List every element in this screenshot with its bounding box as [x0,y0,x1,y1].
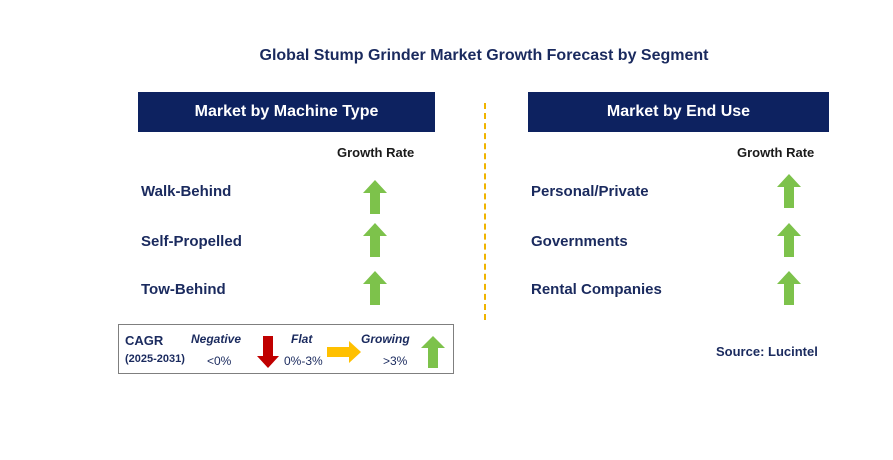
legend-negative-range: <0% [207,354,232,368]
up-arrow-icon [363,180,387,214]
segment-label-governments: Governments [531,233,628,250]
right-growth-rate-label: Growth Rate [737,145,815,160]
end-use-header: Market by End Use [528,92,829,132]
up-arrow-icon [421,336,445,368]
machine-type-header: Market by Machine Type [138,92,435,132]
up-arrow-icon [777,174,801,208]
legend-cagr-label: CAGR [125,333,164,348]
up-arrow-icon [363,271,387,305]
segment-label-personal-private: Personal/Private [531,183,649,200]
chart-title: Global Stump Grinder Market Growth Forec… [259,47,709,64]
right-arrow-icon [327,341,361,363]
down-arrow-icon [257,336,279,368]
segment-label-tow-behind: Tow-Behind [141,281,226,298]
left-growth-rate-label: Growth Rate [337,145,415,160]
source-note: Source: Lucintel [716,344,818,359]
segment-label-self-propelled: Self-Propelled [141,233,242,250]
panel-divider [484,103,486,320]
legend-period: (2025-2031) [125,353,185,365]
cagr-legend: CAGR (2025-2031) Negative <0% Flat 0%-3%… [118,324,454,374]
segment-label-walk-behind: Walk-Behind [141,183,232,200]
legend-negative-label: Negative [191,332,242,346]
up-arrow-icon [777,223,801,257]
legend-growing-range: >3% [383,354,408,368]
legend-flat-label: Flat [291,332,313,346]
legend-flat-range: 0%-3% [284,354,323,368]
segment-label-rental-companies: Rental Companies [531,281,662,298]
legend-growing-label: Growing [361,332,410,346]
up-arrow-icon [777,271,801,305]
up-arrow-icon [363,223,387,257]
